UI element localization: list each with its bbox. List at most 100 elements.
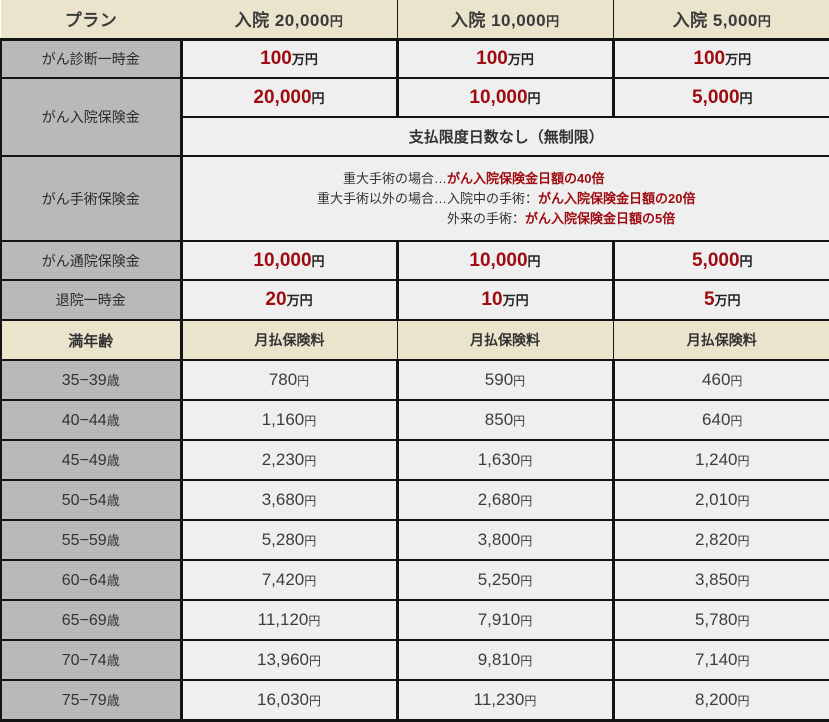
surgery-case-value: 入院中の手術：がん入院保険金日額の20倍 xyxy=(447,189,695,209)
yen-unit: 円 xyxy=(520,614,532,628)
benefit-value-cell: 5,000円 xyxy=(613,241,829,280)
yen-unit: 円 xyxy=(513,374,525,388)
premium-value-cell: 850円 xyxy=(397,400,613,440)
surgery-case-label xyxy=(317,209,447,229)
yen-unit: 円 xyxy=(738,654,750,668)
payment-limit-note-cell: 支払限度日数なし（無制限） xyxy=(181,117,829,156)
yen-unit: 円 xyxy=(738,574,750,588)
benefit-value-cell: 10,000円 xyxy=(181,241,397,280)
premium-value-cell: 3,680円 xyxy=(181,480,397,520)
premium-header-cell: 月払保険料 xyxy=(397,320,613,360)
premium-value-cell: 460円 xyxy=(613,360,829,400)
benefit-label: 退院一時金 xyxy=(56,292,126,308)
premium-row: 35−39歳 780円 590円 460円 xyxy=(1,360,829,400)
premium-value-cell: 7,420円 xyxy=(181,560,397,600)
diagnosis-benefit-row: がん診断一時金 100万円 100万円 100万円 xyxy=(1,39,829,78)
age-range-cell: 50−54歳 xyxy=(1,480,181,520)
premium-row: 50−54歳 3,680円 2,680円 2,010円 xyxy=(1,480,829,520)
yen-unit: 円 xyxy=(738,694,750,708)
yen-unit: 円 xyxy=(304,454,316,468)
premium-value-cell: 13,960円 xyxy=(181,640,397,680)
benefit-label: がん手術保険金 xyxy=(42,191,140,207)
yen-unit: 円 xyxy=(304,534,316,548)
yen-unit: 円 xyxy=(546,14,559,29)
yen-unit: 円 xyxy=(740,254,753,269)
age-range-cell: 70−74歳 xyxy=(1,640,181,680)
benefit-label-cell: がん入院保険金 xyxy=(1,78,181,156)
hospitalization-benefit-row: がん入院保険金 20,000円 10,000円 5,000円 xyxy=(1,78,829,117)
benefit-label-cell: がん通院保険金 xyxy=(1,241,181,280)
age-range-cell: 40−44歳 xyxy=(1,400,181,440)
benefit-label: がん入院保険金 xyxy=(42,109,140,125)
premium-value-cell: 11,120円 xyxy=(181,600,397,640)
premium-value-cell: 2,230円 xyxy=(181,440,397,480)
benefit-value-cell: 100万円 xyxy=(613,39,829,78)
yen-unit: 円 xyxy=(520,494,532,508)
benefit-label-cell: がん診断一時金 xyxy=(1,39,181,78)
plan-column-header-2: 入院 10,000円 xyxy=(397,0,613,39)
man-yen-unit: 万円 xyxy=(715,293,741,308)
surgery-benefit-detail-cell: 重大手術の場合… がん入院保険金日額の40倍 重大手術以外の場合… 入院中の手術… xyxy=(181,156,829,241)
age-suffix: 歳 xyxy=(107,373,120,388)
premium-value-cell: 1,240円 xyxy=(613,440,829,480)
age-range-cell: 60−64歳 xyxy=(1,560,181,600)
age-header-row: 満年齢 月払保険料 月払保険料 月払保険料 xyxy=(1,320,829,360)
age-range-cell: 65−69歳 xyxy=(1,600,181,640)
age-range-cell: 35−39歳 xyxy=(1,360,181,400)
age-header-label: 満年齢 xyxy=(68,333,113,350)
premium-value-cell: 16,030円 xyxy=(181,680,397,720)
man-yen-unit: 万円 xyxy=(292,52,318,67)
premium-value-cell: 3,800円 xyxy=(397,520,613,560)
man-yen-unit: 万円 xyxy=(503,293,529,308)
yen-unit: 円 xyxy=(309,654,321,668)
yen-unit: 円 xyxy=(304,494,316,508)
premium-value-cell: 8,200円 xyxy=(613,680,829,720)
premium-header-cell: 月払保険料 xyxy=(181,320,397,360)
premium-value-cell: 640円 xyxy=(613,400,829,440)
surgery-case-label: 重大手術以外の場合… xyxy=(317,189,447,209)
benefit-value-cell: 10万円 xyxy=(397,280,613,320)
benefit-label-cell: がん手術保険金 xyxy=(1,156,181,241)
plan-header-label: プラン xyxy=(65,11,118,30)
benefit-value-cell: 5,000円 xyxy=(613,78,829,117)
yen-unit: 円 xyxy=(730,374,742,388)
premium-row: 60−64歳 7,420円 5,250円 3,850円 xyxy=(1,560,829,600)
premium-value-cell: 5,280円 xyxy=(181,520,397,560)
yen-unit: 円 xyxy=(528,91,541,106)
man-yen-unit: 万円 xyxy=(725,52,751,67)
age-range-cell: 55−59歳 xyxy=(1,520,181,560)
premium-value-cell: 2,820円 xyxy=(613,520,829,560)
yen-unit: 円 xyxy=(297,374,309,388)
benefit-label: がん通院保険金 xyxy=(42,253,140,269)
premium-value-cell: 590円 xyxy=(397,360,613,400)
age-suffix: 歳 xyxy=(107,453,120,468)
age-range-cell: 45−49歳 xyxy=(1,440,181,480)
benefit-value-cell: 20万円 xyxy=(181,280,397,320)
yen-unit: 円 xyxy=(304,574,316,588)
yen-unit: 円 xyxy=(513,414,525,428)
surgery-benefit-row: がん手術保険金 重大手術の場合… がん入院保険金日額の40倍 重大手術以外の場合… xyxy=(1,156,829,241)
yen-unit: 円 xyxy=(730,414,742,428)
yen-unit: 円 xyxy=(309,694,321,708)
premium-value-cell: 2,680円 xyxy=(397,480,613,520)
surgery-case-value: 外来の手術：がん入院保険金日額の5倍 xyxy=(447,209,695,229)
age-suffix: 歳 xyxy=(107,413,120,428)
yen-unit: 円 xyxy=(308,614,320,628)
benefit-value-cell: 10,000円 xyxy=(397,241,613,280)
yen-unit: 円 xyxy=(738,454,750,468)
yen-unit: 円 xyxy=(738,534,750,548)
age-suffix: 歳 xyxy=(107,693,120,708)
yen-unit: 円 xyxy=(312,254,325,269)
age-suffix: 歳 xyxy=(107,653,120,668)
premium-row: 55−59歳 5,280円 3,800円 2,820円 xyxy=(1,520,829,560)
benefit-value-cell: 10,000円 xyxy=(397,78,613,117)
yen-unit: 円 xyxy=(758,14,771,29)
premium-value-cell: 5,780円 xyxy=(613,600,829,640)
surgery-case-value: がん入院保険金日額の40倍 xyxy=(447,169,695,189)
age-suffix: 歳 xyxy=(107,533,120,548)
premium-value-cell: 5,250円 xyxy=(397,560,613,600)
age-suffix: 歳 xyxy=(107,573,120,588)
premium-row: 40−44歳 1,160円 850円 640円 xyxy=(1,400,829,440)
plan-column-header-1: 入院 20,000円 xyxy=(181,0,397,39)
